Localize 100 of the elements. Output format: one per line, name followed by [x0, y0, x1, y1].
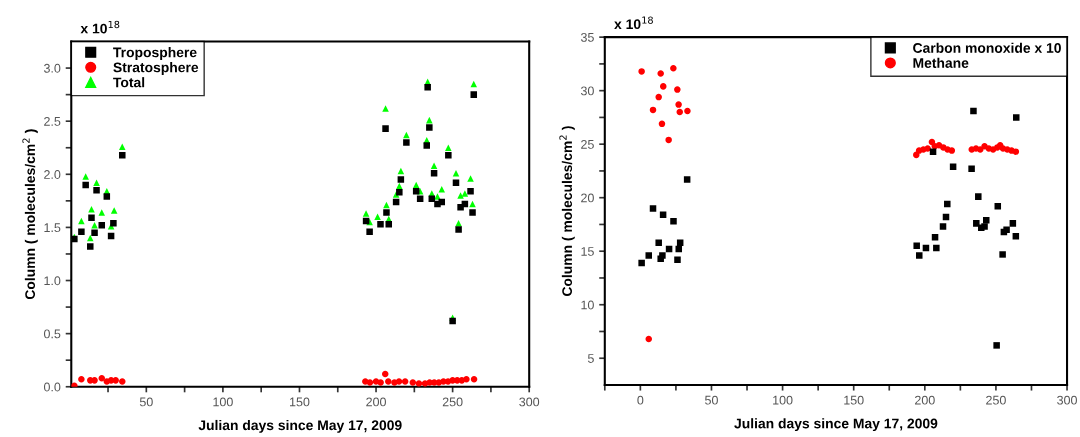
legend-label: Total — [113, 77, 145, 88]
point — [119, 151, 126, 159]
y-tick-label: 5 — [587, 354, 594, 363]
x-tick-label: 300 — [1057, 395, 1077, 405]
point — [382, 125, 389, 132]
point — [929, 148, 937, 155]
point — [924, 145, 931, 152]
x-tick-label: 100 — [773, 395, 793, 405]
point — [670, 217, 677, 225]
x-tick-label: 100 — [213, 397, 233, 407]
point — [983, 216, 990, 224]
point — [684, 107, 691, 115]
point — [445, 151, 452, 159]
point — [931, 234, 939, 241]
x-tick-label: 50 — [139, 397, 153, 407]
point — [1013, 114, 1020, 121]
point — [467, 175, 474, 182]
point — [87, 243, 94, 250]
point — [119, 378, 126, 385]
point — [649, 205, 657, 212]
point — [424, 83, 431, 91]
point — [445, 144, 452, 151]
point — [916, 252, 923, 259]
point — [438, 198, 446, 206]
point — [670, 64, 677, 72]
point — [913, 242, 920, 250]
point — [374, 213, 381, 221]
point — [645, 252, 653, 259]
point — [381, 370, 389, 378]
point — [948, 147, 956, 154]
point — [396, 189, 403, 196]
point — [994, 203, 1002, 210]
point — [112, 377, 119, 384]
point — [396, 182, 403, 190]
point — [655, 93, 662, 101]
point — [377, 220, 384, 228]
point — [88, 214, 95, 222]
y-tick-label: 35 — [580, 32, 594, 42]
point — [412, 188, 420, 195]
x-axis-title: Julian days since May 17, 2009 — [198, 419, 402, 433]
point — [366, 379, 374, 386]
point — [93, 186, 100, 194]
point — [975, 193, 982, 200]
y-tick-label: 2.0 — [44, 170, 61, 179]
legend-label: Methane — [913, 57, 969, 68]
point — [665, 136, 672, 144]
point — [382, 105, 389, 112]
y-tick-label: 0.5 — [43, 329, 61, 339]
y-tick-label: 30 — [580, 86, 594, 96]
point — [657, 70, 664, 77]
y-tick-label: 15 — [581, 247, 594, 256]
point — [426, 124, 433, 131]
x-tick-label: 300 — [519, 397, 540, 407]
point — [110, 207, 118, 214]
point — [362, 210, 370, 217]
point — [98, 374, 106, 382]
point — [683, 176, 691, 183]
point — [970, 107, 977, 115]
point — [658, 120, 666, 128]
y-axis-title: Column ( molecules/cm$^{2}$ ) — [22, 129, 38, 300]
point — [91, 222, 98, 229]
point — [397, 176, 405, 183]
x-tick-label: 150 — [844, 395, 864, 405]
point — [98, 222, 106, 229]
text: x 10$^{18}$ — [614, 16, 653, 30]
point — [470, 376, 478, 383]
point — [949, 163, 957, 170]
point — [449, 317, 456, 325]
point — [455, 226, 462, 233]
point — [415, 380, 423, 387]
point — [649, 106, 657, 114]
point — [403, 139, 410, 146]
point — [403, 131, 410, 139]
point — [98, 209, 106, 216]
point — [993, 342, 1000, 349]
point — [103, 193, 111, 200]
point — [395, 378, 403, 385]
y-tick-label: 2.5 — [44, 116, 61, 126]
point — [416, 195, 424, 202]
point — [944, 200, 951, 208]
point — [82, 181, 89, 189]
point — [933, 244, 940, 252]
y-tick-label: 10 — [581, 300, 594, 310]
point — [463, 376, 470, 383]
x-tick-label: 250 — [986, 395, 1006, 405]
point — [93, 179, 100, 187]
x-tick-label: 200 — [366, 397, 386, 407]
point — [660, 83, 667, 90]
point — [676, 108, 684, 116]
point — [438, 185, 446, 193]
point — [428, 195, 436, 202]
point — [470, 91, 478, 98]
point — [409, 379, 417, 386]
x-tick-label: 50 — [705, 395, 718, 405]
point — [366, 228, 373, 235]
y-tick-label: 1.5 — [44, 223, 61, 233]
point — [88, 206, 95, 213]
point — [377, 379, 384, 386]
point — [1012, 148, 1020, 155]
point — [412, 181, 420, 189]
